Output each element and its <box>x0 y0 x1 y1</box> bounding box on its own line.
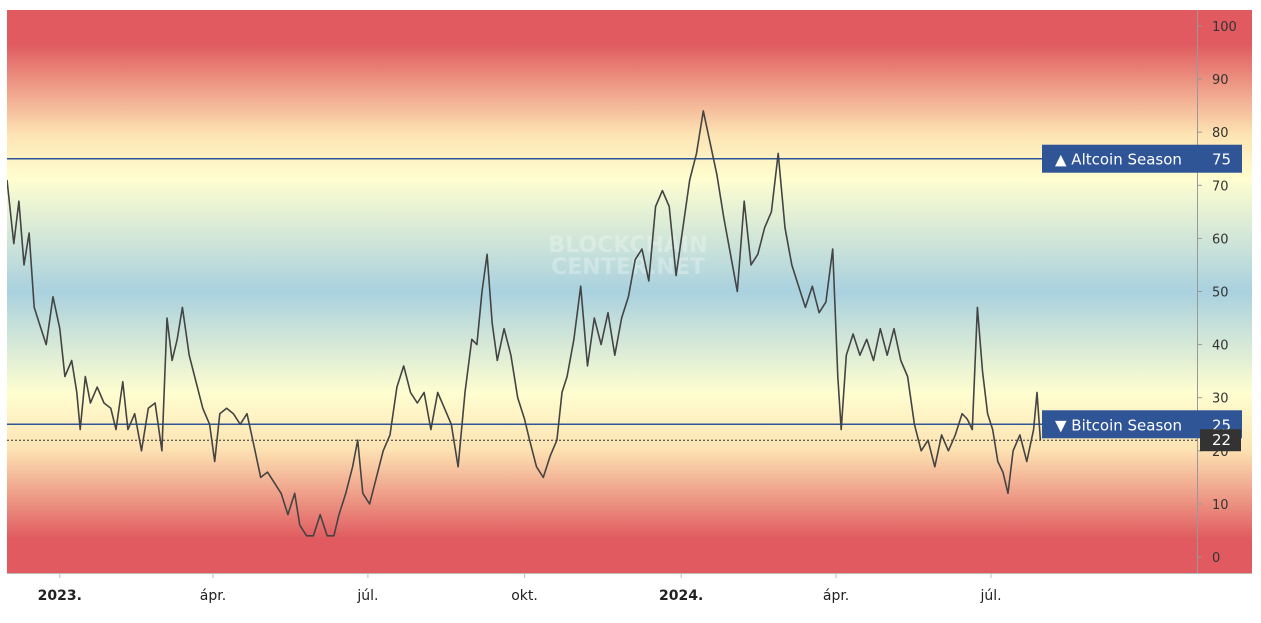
threshold-badge-value: 75 <box>1212 151 1231 169</box>
x-tick-label: 2023. <box>38 588 82 604</box>
x-axis-background <box>7 573 1252 609</box>
plot-background <box>7 10 1197 573</box>
y-tick-label: 60 <box>1212 232 1229 247</box>
threshold-badge-label: ▼ Bitcoin Season <box>1055 416 1182 434</box>
x-tick-label: ápr. <box>200 588 226 604</box>
y-tick-label: 100 <box>1212 20 1237 35</box>
y-tick-label: 70 <box>1212 179 1229 194</box>
current-badge-value: 22 <box>1212 431 1231 449</box>
y-tick-label: 90 <box>1212 73 1229 88</box>
y-tick-label: 80 <box>1212 126 1229 141</box>
watermark: BLOCKCHAIN CENTER.NET <box>548 233 707 280</box>
y-tick-label: 30 <box>1212 392 1229 407</box>
x-tick-label: júl. <box>979 588 1001 604</box>
x-tick-label: 2024. <box>659 588 703 604</box>
threshold-badge: ▲ Altcoin Season 75 <box>1042 144 1242 173</box>
y-tick-label: 10 <box>1212 498 1229 513</box>
x-tick-label: ápr. <box>823 588 849 604</box>
series-line <box>7 110 1042 537</box>
x-tick-label: júl. <box>356 588 378 604</box>
y-tick-label: 50 <box>1212 286 1229 301</box>
y-tick-label: 0 <box>1212 551 1220 566</box>
x-tick-label: okt. <box>511 588 538 604</box>
y-tick-label: 40 <box>1212 339 1229 354</box>
right-axis-background <box>1197 10 1252 573</box>
threshold-badges: ▲ Altcoin Season 75▼ Bitcoin Season 25 <box>1042 144 1242 439</box>
threshold-badge-background <box>1042 144 1242 173</box>
current-value-badge: 22 <box>1200 429 1241 452</box>
threshold-badge-label: ▲ Altcoin Season <box>1055 151 1182 169</box>
x-axis-ticks: 2023. ápr. júl. okt. 2024. ápr. júl. <box>38 573 1002 604</box>
current-badge-background <box>1200 429 1241 452</box>
threshold-lines <box>7 157 1197 426</box>
watermark-line-2: CENTER.NET <box>551 255 705 280</box>
